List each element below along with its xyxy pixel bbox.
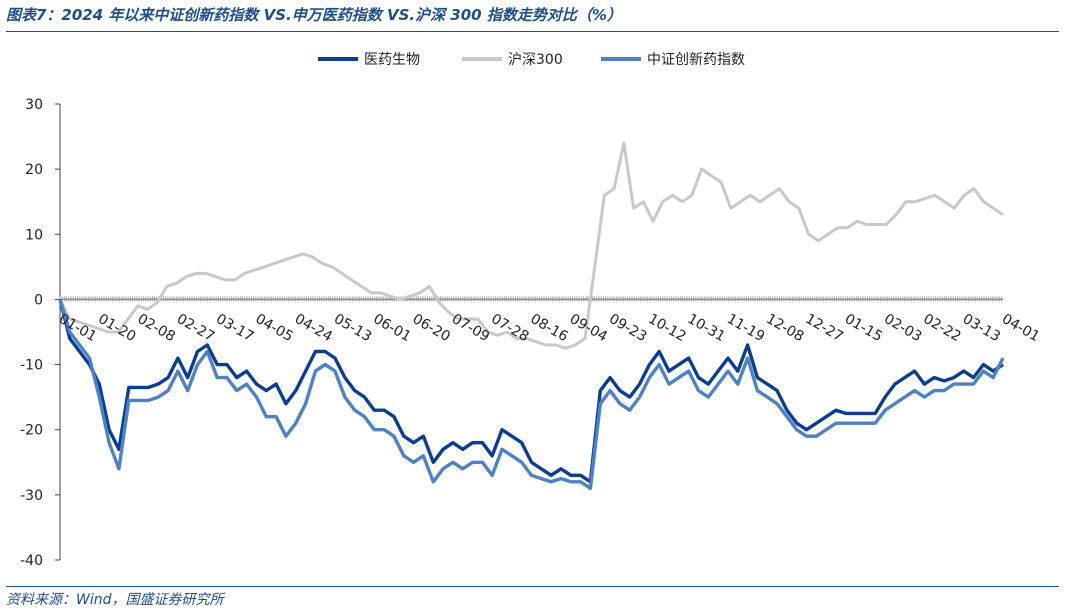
legend-label-0: 医药生物 [364,52,420,68]
x-tick-label-5: 04-05 [252,311,295,345]
source-note: 资料来源：Wind，国盛证券研究所 [6,592,224,608]
x-tick-label-18: 12-08 [763,311,806,345]
y-tick-label-6: -30 [20,488,43,504]
x-tick-label-3: 02-27 [174,311,217,345]
legend: 医药生物 沪深300 中证创新药指数 [318,52,745,68]
x-tick-label-19: 12-27 [803,311,846,345]
series-line-2 [58,298,1005,490]
y-tick-label-2: 10 [25,227,43,243]
legend-label-1: 沪深300 [508,52,563,68]
x-tick-label-7: 05-13 [331,311,374,345]
title-divider [6,31,1059,32]
x-tick-label-17: 11-19 [724,311,767,345]
chart-title: 图表7：2024 年以来中证创新药指数 VS.申万医药指数 VS.沪深 300 … [6,6,622,24]
x-axis-labels: 01-0101-2002-0802-2703-1704-0504-2405-13… [56,311,1042,345]
x-tick-label-10: 07-09 [449,311,492,345]
y-axis: 30 20 10 0 -10 -20 -30 -40 [20,97,61,569]
zero-baseline [59,296,1003,302]
x-tick-label-11: 07-28 [488,311,531,345]
series-lines [58,141,1005,490]
y-tick-label-3: 0 [34,292,43,308]
series-line-0 [58,298,1004,484]
legend-label-2: 中证创新药指数 [647,52,745,68]
x-tick-label-9: 06-20 [410,311,453,345]
x-tick-label-23: 03-13 [960,311,1003,345]
x-tick-label-16: 10-31 [685,311,728,345]
x-tick-label-4: 03-17 [213,311,256,345]
x-tick-label-15: 10-12 [645,311,688,345]
series-line-1 [58,141,1004,350]
x-tick-label-2: 02-08 [135,311,178,345]
x-tick-label-6: 04-24 [292,311,335,345]
footer-divider [6,586,1059,587]
x-tick-label-21: 02-03 [881,311,924,345]
y-tick-label-1: 20 [25,162,43,178]
x-tick-label-14: 09-23 [606,311,649,345]
y-tick-label-5: -20 [20,423,43,439]
x-tick-label-24: 04-01 [999,311,1042,345]
category-tick-marks [59,296,1003,302]
x-tick-label-22: 02-22 [920,311,963,345]
x-tick-label-8: 06-01 [370,311,413,345]
y-tick-label-4: -10 [20,358,43,374]
x-tick-label-20: 01-15 [842,311,885,345]
y-tick-label-0: 30 [25,97,43,113]
y-tick-label-7: -40 [20,553,43,569]
